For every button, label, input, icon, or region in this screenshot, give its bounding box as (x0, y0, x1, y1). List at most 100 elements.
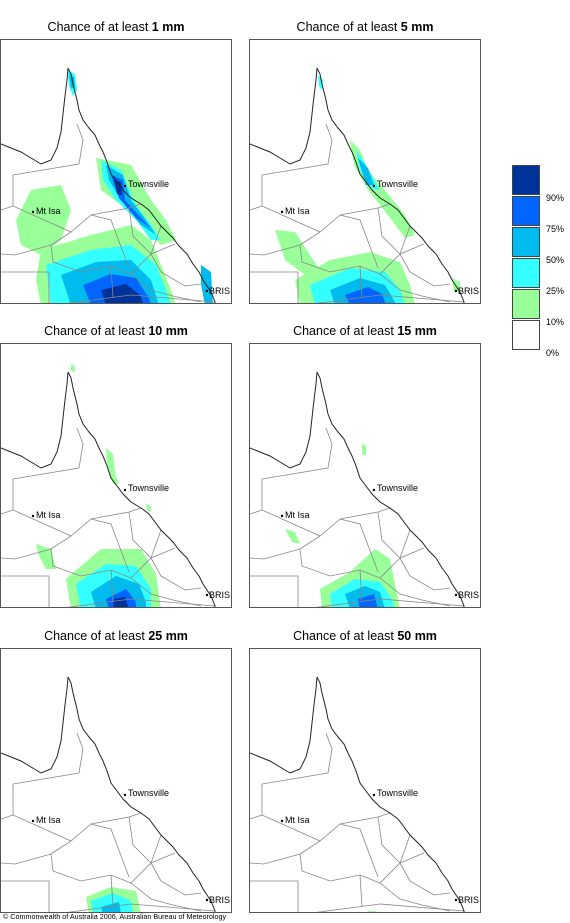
coastline (316, 67, 465, 303)
region-border (1, 814, 14, 820)
region-border (1, 205, 14, 211)
place-dot (454, 898, 458, 902)
townsville-label: Townsville (377, 179, 419, 189)
region-border (339, 518, 379, 573)
mt-isa-label: Mt Isa (36, 510, 61, 520)
region-border (150, 557, 202, 591)
place-dot (454, 593, 458, 597)
rainfall-area (101, 284, 143, 303)
rainfall-map: Townsville Mt Isa BRIS (249, 39, 481, 304)
map-svg (250, 371, 465, 607)
place-dot (205, 593, 209, 597)
coastline (1, 371, 69, 469)
region-border (359, 265, 363, 299)
rainfall-area (114, 180, 122, 195)
rainfall-area (362, 444, 366, 456)
place-dot (123, 184, 127, 188)
legend-label: 25% (546, 286, 565, 296)
place-dot (205, 289, 209, 293)
region-border (128, 207, 152, 255)
rainfall-area (318, 75, 323, 90)
place-dot (123, 793, 127, 797)
townsville-label: Townsville (377, 483, 419, 493)
copyright-notice: © Commonwealth of Australia 2006, Austra… (3, 912, 227, 921)
coastline (316, 371, 465, 607)
region-border (316, 294, 465, 303)
region-border (130, 273, 202, 303)
place-dot (205, 898, 209, 902)
region-border (261, 427, 333, 480)
bris-label: BRIS (458, 286, 480, 296)
rainfall-area (285, 529, 300, 544)
region-border (339, 823, 379, 878)
legend-label: 10% (546, 317, 565, 327)
legend-swatch-25 (512, 258, 540, 288)
rainfall-area (350, 140, 415, 238)
region-border (299, 852, 425, 884)
map-panel-1mm: Chance of at least 1 mm Townsville Mt Isa… (0, 20, 232, 306)
region-border (12, 784, 142, 842)
region-border (1, 880, 50, 912)
region-border (150, 225, 162, 255)
region-border (150, 834, 162, 864)
region-border (250, 880, 299, 912)
place-dot (280, 514, 284, 518)
rainfall-map: Townsville Mt Isa BRIS (249, 648, 481, 913)
bris-label: BRIS (209, 286, 231, 296)
place-dot (31, 210, 35, 214)
townsville-label: Townsville (128, 179, 170, 189)
legend-label: 90% (546, 193, 565, 203)
rainfall-map: Townsville Mt Isa BRIS (0, 343, 232, 608)
region-border (399, 834, 411, 864)
legend-swatch-0 (512, 320, 540, 350)
rainfall-map: Townsville Mt Isa BRIS (0, 648, 232, 913)
region-border (316, 598, 465, 607)
map-svg (1, 67, 216, 303)
region-border (1, 244, 52, 256)
region-border (250, 575, 299, 607)
region-border (299, 231, 321, 246)
region-border (399, 529, 411, 559)
coastline (1, 676, 69, 774)
region-border (250, 509, 263, 515)
rainfall-area (275, 230, 320, 275)
region-border (50, 852, 176, 884)
panel-title: Chance of at least 10 mm (44, 324, 188, 338)
region-border (316, 903, 465, 912)
region-border (359, 569, 363, 603)
region-border (50, 840, 72, 855)
place-dot (372, 488, 376, 492)
map-panel-25mm: Chance of at least 25 mm Townsville Mt Is… (0, 629, 232, 915)
region-border (50, 535, 72, 550)
region-border (379, 577, 451, 607)
rainfall-area (106, 448, 119, 484)
bris-label: BRIS (458, 590, 480, 600)
place-dot (123, 488, 127, 492)
rainfall-area (345, 287, 386, 303)
bris-label: BRIS (209, 895, 231, 905)
coastline (250, 676, 318, 774)
bris-label: BRIS (209, 590, 231, 600)
region-border (299, 840, 321, 855)
map-panel-10mm: Chance of at least 10 mm Townsville Mt Is… (0, 324, 232, 610)
rainfall-map: Townsville Mt Isa BRIS (249, 343, 481, 608)
region-border (379, 273, 451, 303)
map-panel-50mm: Chance of at least 50 mm Townsville Mt Is… (249, 629, 481, 915)
townsville-label: Townsville (128, 483, 170, 493)
rainfall-area (368, 911, 376, 912)
region-border (250, 548, 301, 560)
region-border (261, 175, 391, 233)
bris-label: BRIS (458, 895, 480, 905)
region-border (50, 231, 72, 246)
townsville-label: Townsville (128, 788, 170, 798)
coastline (250, 371, 318, 469)
region-border (110, 569, 114, 603)
place-dot (372, 184, 376, 188)
region-border (110, 265, 114, 299)
panel-title: Chance of at least 5 mm (296, 20, 434, 34)
region-border (250, 244, 301, 256)
legend-swatch-90 (512, 165, 540, 195)
region-border (128, 816, 152, 864)
place-dot (454, 289, 458, 293)
region-border (377, 816, 401, 864)
